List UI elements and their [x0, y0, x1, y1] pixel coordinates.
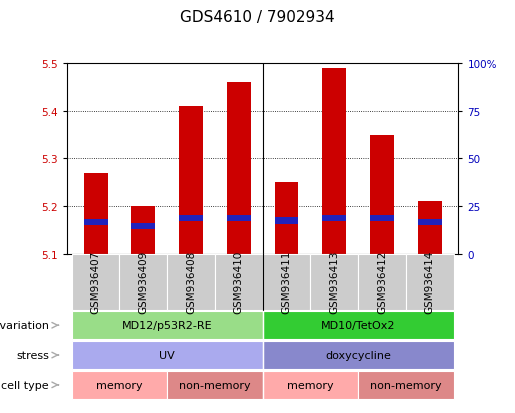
Bar: [322, 69, 346, 254]
Bar: [418, 202, 442, 254]
Text: GSM936413: GSM936413: [329, 250, 339, 313]
Text: GSM936409: GSM936409: [139, 250, 148, 313]
Bar: [179, 216, 203, 222]
Bar: [131, 206, 155, 254]
Bar: [227, 83, 251, 254]
Bar: [322, 216, 346, 222]
Text: GSM936414: GSM936414: [425, 250, 435, 313]
Text: MD10/TetOx2: MD10/TetOx2: [321, 320, 396, 330]
Text: GSM936407: GSM936407: [91, 250, 100, 313]
Text: non-memory: non-memory: [370, 380, 442, 390]
Text: genotype/variation: genotype/variation: [0, 320, 49, 330]
Text: GDS4610 / 7902934: GDS4610 / 7902934: [180, 10, 335, 25]
Text: stress: stress: [16, 350, 49, 360]
Text: GSM936411: GSM936411: [282, 250, 291, 313]
Text: cell type: cell type: [2, 380, 49, 390]
Text: GSM936408: GSM936408: [186, 250, 196, 313]
Bar: [418, 219, 442, 225]
Bar: [179, 107, 203, 254]
Bar: [83, 219, 108, 225]
Bar: [274, 183, 299, 254]
Text: GSM936412: GSM936412: [377, 250, 387, 313]
Bar: [370, 135, 394, 254]
Text: memory: memory: [287, 380, 334, 390]
Bar: [83, 173, 108, 254]
Bar: [227, 216, 251, 222]
Bar: [274, 218, 299, 224]
Text: UV: UV: [159, 350, 175, 360]
Text: memory: memory: [96, 380, 143, 390]
Text: ■  transformed count: ■ transformed count: [72, 411, 193, 413]
Bar: [370, 216, 394, 222]
Bar: [131, 223, 155, 229]
Text: MD12/p53R2-RE: MD12/p53R2-RE: [122, 320, 213, 330]
Text: GSM936410: GSM936410: [234, 250, 244, 313]
Text: non-memory: non-memory: [179, 380, 251, 390]
Text: doxycycline: doxycycline: [325, 350, 391, 360]
